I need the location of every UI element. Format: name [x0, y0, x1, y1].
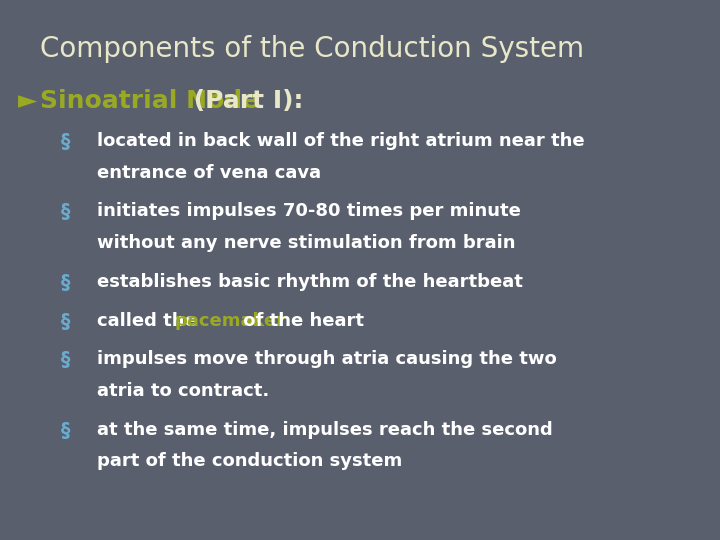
Text: entrance of vena cava: entrance of vena cava [97, 164, 321, 181]
Text: pacemaker: pacemaker [174, 312, 285, 329]
Text: impulses move through atria causing the two: impulses move through atria causing the … [97, 350, 557, 368]
Text: part of the conduction system: part of the conduction system [97, 452, 402, 470]
Text: §: § [61, 132, 71, 151]
Text: establishes basic rhythm of the heartbeat: establishes basic rhythm of the heartbea… [97, 273, 523, 291]
Text: §: § [61, 202, 71, 221]
Text: called the: called the [97, 312, 203, 329]
Text: initiates impulses 70-80 times per minute: initiates impulses 70-80 times per minut… [97, 202, 521, 220]
Text: §: § [61, 273, 71, 292]
Text: at the same time, impulses reach the second: at the same time, impulses reach the sec… [97, 421, 553, 438]
Text: §: § [61, 312, 71, 330]
Text: §: § [61, 421, 71, 440]
Text: without any nerve stimulation from brain: without any nerve stimulation from brain [97, 234, 516, 252]
Text: located in back wall of the right atrium near the: located in back wall of the right atrium… [97, 132, 585, 150]
Text: Sinoatrial Node: Sinoatrial Node [40, 89, 258, 113]
Text: ►: ► [18, 89, 37, 113]
Text: of the heart: of the heart [237, 312, 364, 329]
Text: Components of the Conduction System: Components of the Conduction System [40, 35, 584, 63]
Text: §: § [61, 350, 71, 369]
Text: atria to contract.: atria to contract. [97, 382, 269, 400]
Text: (Part I):: (Part I): [186, 89, 304, 113]
